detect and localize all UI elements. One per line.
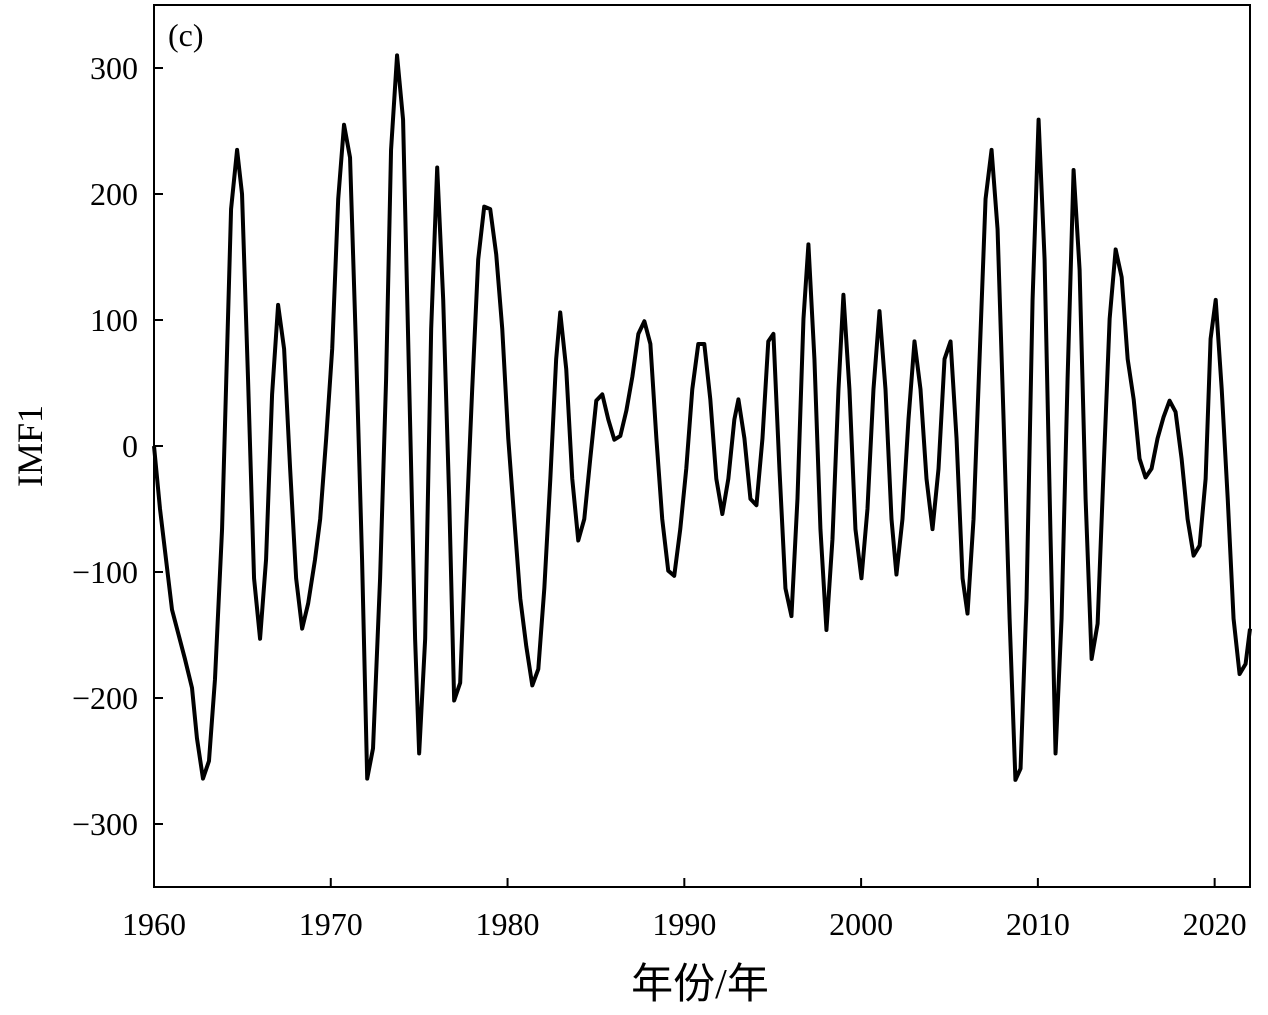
x-tick-label: 2000	[829, 906, 893, 942]
x-tick-label: 1980	[476, 906, 540, 942]
x-tick-label: 1970	[299, 906, 363, 942]
x-axis-label: 年份/年	[631, 961, 769, 1008]
annotation: (c)	[168, 17, 204, 53]
y-tick-label: 200	[90, 176, 138, 212]
x-tick-label: 1990	[652, 906, 716, 942]
x-tick-label: 1960	[122, 906, 186, 942]
y-tick-label: 100	[90, 302, 138, 338]
x-tick-label: 2010	[1006, 906, 1070, 942]
y-tick-label: −300	[72, 806, 138, 842]
data-line	[152, 53, 1252, 782]
y-axis-label: IMF1	[10, 405, 50, 487]
y-tick-label: 300	[90, 50, 138, 86]
y-tick-label: −200	[72, 680, 138, 716]
x-tick-label: 2020	[1183, 906, 1247, 942]
y-tick-label: −100	[72, 554, 138, 590]
y-tick-label: 0	[122, 428, 138, 464]
